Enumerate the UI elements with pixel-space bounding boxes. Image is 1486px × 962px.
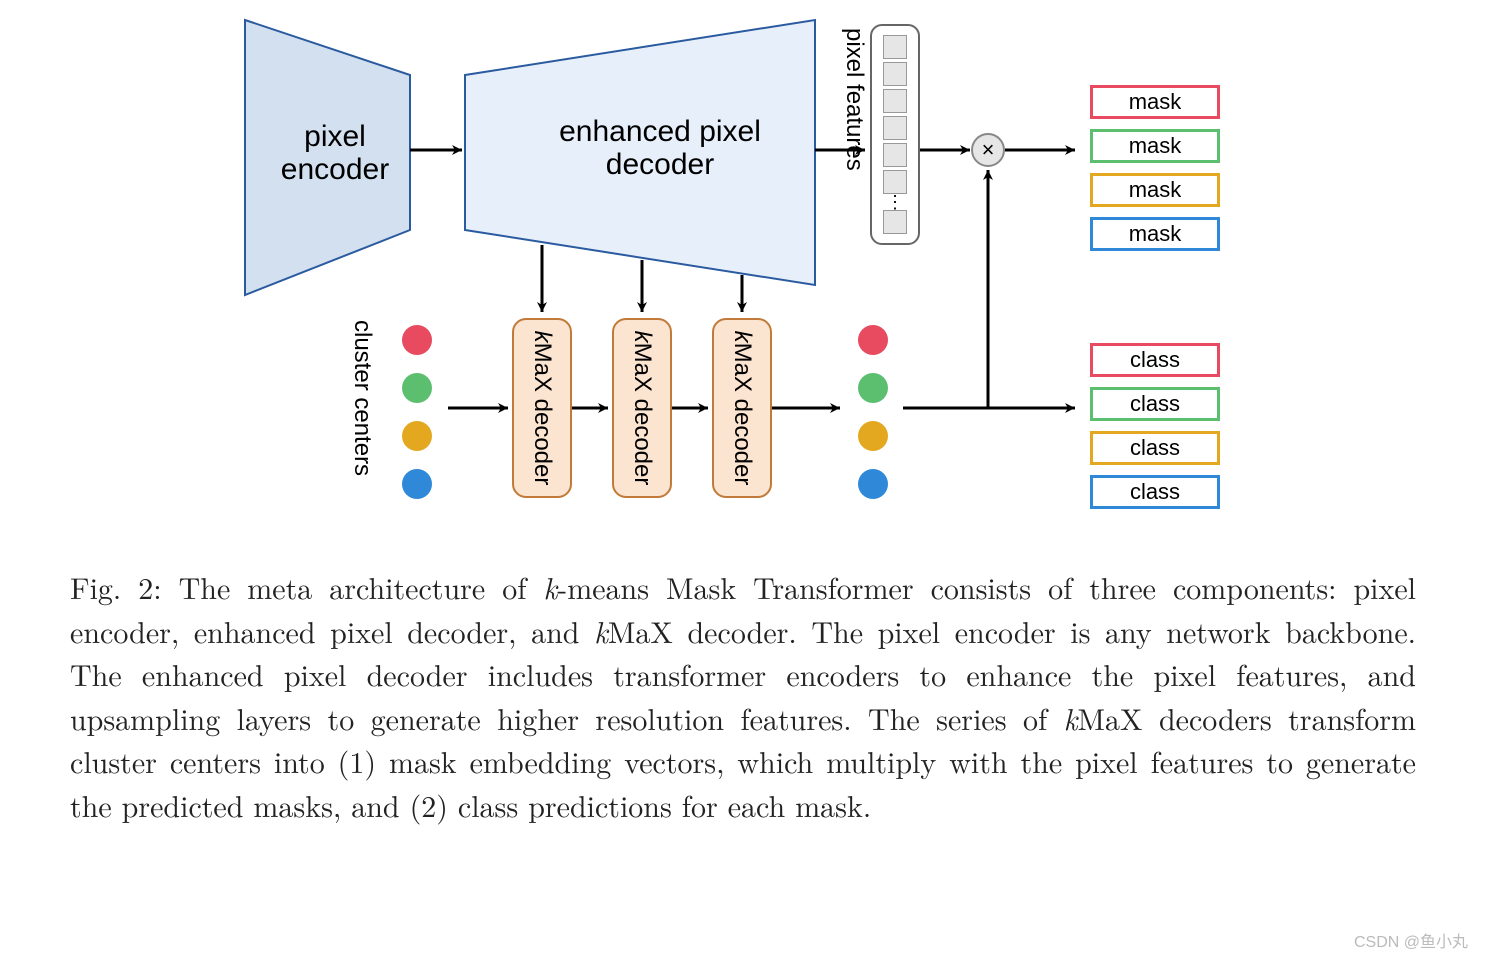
canvas: pixelencoder enhanced pixeldecoder kMaX … [0,0,1486,962]
kmax-decoder-label: kMaX decoder [628,331,656,486]
cluster-dot [402,421,432,451]
ellipsis-icon: ⋮ [872,197,918,207]
multiply-node: × [971,133,1005,167]
class-output-2: class [1090,387,1220,421]
watermark: CSDN @鱼小丸 [1354,928,1468,952]
pixel-decoder-label: enhanced pixeldecoder [530,115,790,181]
mask-output-2: mask [1090,129,1220,163]
pixel-feature-cell [883,210,907,234]
pixel-feature-cell [883,35,907,59]
kmax-decoder-3: kMaX decoder [712,318,772,498]
class-output-1: class [1090,343,1220,377]
cluster-dot [402,469,432,499]
pixel-feature-cell [883,89,907,113]
mask-output-4: mask [1090,217,1220,251]
cluster-dot [858,421,888,451]
class-output-3: class [1090,431,1220,465]
pixel-encoder-label: pixelencoder [255,120,415,186]
cluster-dot [858,325,888,355]
kmax-decoder-1: kMaX decoder [512,318,572,498]
cluster-dot [858,469,888,499]
mask-output-1: mask [1090,85,1220,119]
kmax-decoder-label: kMaX decoder [528,331,556,486]
class-output-4: class [1090,475,1220,509]
pixel-features-label: pixel features [840,28,868,171]
pixel-feature-cell [883,170,907,194]
pixel-feature-cell [883,116,907,140]
mask-output-3: mask [1090,173,1220,207]
cluster-centers-label: cluster centers [348,320,376,476]
pixel-feature-cell [883,143,907,167]
architecture-diagram: pixelencoder enhanced pixeldecoder kMaX … [70,10,1416,540]
kmax-decoder-2: kMaX decoder [612,318,672,498]
cluster-dot [402,325,432,355]
figure-caption: Fig. 2: The meta architecture of k-means… [70,565,1416,826]
kmax-decoder-label: kMaX decoder [728,331,756,486]
caption-body: The meta architecture of k-means Mask Tr… [70,565,1416,826]
cluster-dot [402,373,432,403]
pixel-features-box: ⋮ [870,24,920,245]
pixel-feature-cell [883,62,907,86]
cluster-dot [858,373,888,403]
caption-prefix: Fig. 2: [70,565,179,608]
